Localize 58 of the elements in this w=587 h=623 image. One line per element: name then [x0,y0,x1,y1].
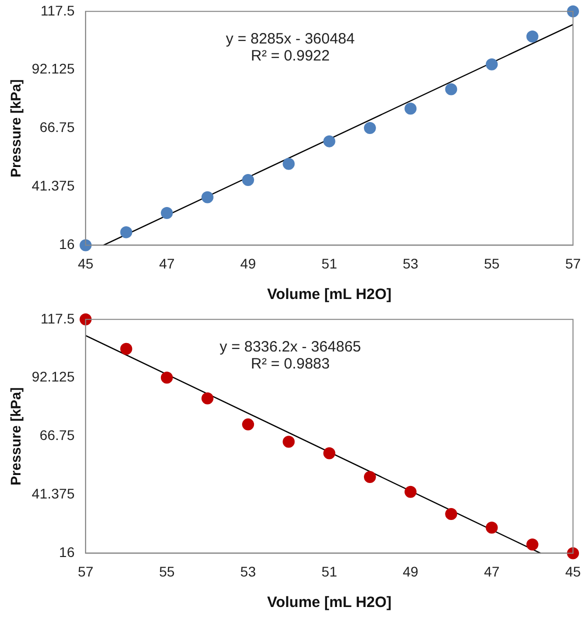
y-tick-label: 66.75 [40,119,75,136]
point [120,226,132,238]
x-axis-title: Volume [mL H2O] [267,594,392,612]
point [364,122,376,134]
point [160,372,173,384]
x-axis-title: Volume [mL H2O] [267,286,392,304]
x-tick-label: 51 [322,255,338,272]
y-tick-label: 66.75 [40,427,75,444]
point [242,418,254,430]
point [445,83,458,96]
point [80,313,92,326]
point [404,486,417,498]
annotation: y = 8285x - 360484 [226,30,355,48]
point [323,135,336,148]
x-tick-label: 45 [565,563,581,580]
point [282,436,295,448]
x-tick-label: 57 [565,255,581,272]
point [201,191,214,204]
x-tick-label: 47 [159,255,175,272]
point [526,538,538,550]
x-tick-label: 49 [402,563,419,580]
point [120,342,132,355]
point [445,508,458,520]
point [160,206,173,219]
annotation: y = 8336.2x - 364865 [220,338,361,356]
x-tick-label: 55 [159,563,175,580]
x-tick-label: 55 [484,255,500,272]
x-tick-label: 53 [240,563,256,580]
y-tick-label: 16 [59,236,75,252]
y-tick-label: 92.125 [32,60,75,77]
point [80,239,92,252]
point [323,447,336,460]
y-axis-title: Pressure [kPa] [7,387,24,486]
y-tick-label: 92.125 [32,368,75,385]
y-axis-title: Pressure [kPa] [7,79,24,178]
y-tick-label: 117.5 [40,310,75,326]
y-tick-label: 41.375 [32,486,75,502]
y-tick-label: 117.5 [40,2,75,18]
x-tick-label: 53 [402,255,419,272]
annotation: R² = 0.9883 [250,356,330,373]
y-tick-label: 16 [59,544,75,560]
point [567,547,579,560]
point [201,392,214,404]
x-tick-label: 57 [78,563,94,580]
point [486,58,498,70]
point [364,470,376,483]
point [404,102,417,115]
point [242,174,254,186]
x-tick-label: 49 [240,255,256,272]
point [526,30,538,43]
x-tick-label: 51 [322,563,338,580]
point [567,5,579,18]
x-tick-label: 47 [484,563,500,580]
x-tick-label: 45 [78,255,94,272]
point [282,158,295,170]
point [486,522,498,534]
y-tick-label: 41.375 [32,178,75,194]
annotation: R² = 0.9922 [250,48,330,65]
